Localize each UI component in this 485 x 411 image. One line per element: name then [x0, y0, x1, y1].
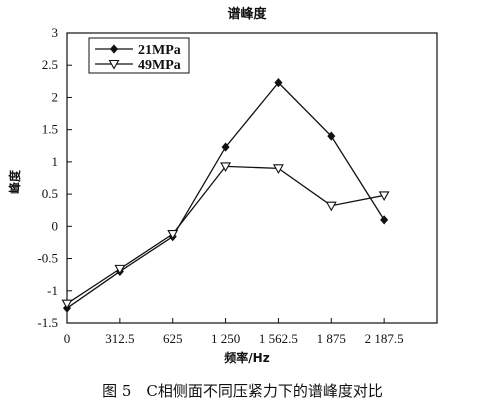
y-tick-label: 0 [52, 218, 59, 233]
y-tick-label: 1.5 [42, 122, 58, 137]
y-axis: 3 2.5 2 1.5 1 0.5 0 -0.5 -1 -1.5 [37, 25, 72, 330]
series-line-1 [66, 165, 385, 305]
data-point [327, 131, 336, 141]
x-tick-label: 0 [64, 331, 71, 346]
legend-box [88, 37, 190, 74]
data-point [114, 264, 126, 275]
data-point [61, 299, 73, 310]
y-tick-label: 1 [52, 154, 59, 169]
data-point [272, 164, 284, 174]
x-tick-label: 625 [163, 331, 183, 346]
legend-marker [109, 44, 119, 54]
x-tick-label: 1 875 [317, 331, 346, 346]
y-tick-label: 3 [52, 25, 59, 40]
data-point [380, 215, 389, 225]
plot-frame [66, 32, 438, 324]
y-tick-label: 0.5 [42, 186, 58, 201]
chart-title: 谱峰度 [227, 6, 267, 22]
x-axis-label: 频率/Hz [224, 350, 269, 365]
figure-caption: 图 5 C相侧面不同压紧力下的谱峰度对比 [102, 382, 383, 400]
y-tick-label: 2 [52, 89, 59, 104]
y-tick-label: -1.5 [37, 315, 58, 330]
series-layer [61, 78, 390, 313]
data-point [220, 162, 232, 173]
y-tick-label: 2.5 [42, 57, 58, 72]
data-point [325, 201, 337, 212]
x-tick-label: 2 187.5 [365, 331, 404, 346]
legend-label: 21MPa [138, 43, 181, 58]
x-tick-label: 1 562.5 [259, 331, 298, 346]
data-point [274, 78, 283, 88]
legend-label: 49MPa [138, 58, 181, 73]
x-tick-label: 1 250 [211, 331, 240, 346]
legend-marker [108, 59, 120, 70]
data-point [167, 230, 179, 240]
data-point [221, 142, 230, 152]
y-axis-label: 峰度 [7, 169, 22, 194]
series-line-0 [66, 81, 385, 309]
chart-canvas: 谱峰度 3 2.5 2 1.5 1 0.5 0 -0.5 -1 -1.5 0 312.5 625 1 2… [7, 6, 438, 365]
x-tick-label: 312.5 [105, 331, 134, 346]
y-tick-label: -1 [47, 283, 58, 298]
y-tick-label: -0.5 [37, 251, 58, 266]
data-point [378, 191, 390, 202]
x-axis: 0 312.5 625 1 250 1 562.5 1 875 2 187.5 [64, 318, 404, 346]
